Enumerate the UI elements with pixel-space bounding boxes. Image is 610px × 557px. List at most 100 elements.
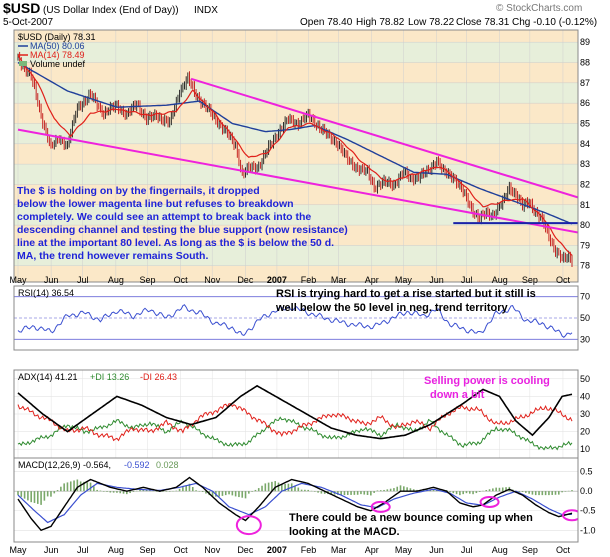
- macd-histogram-bar: [221, 491, 224, 496]
- price-annotation-line-4: descending channel and testing the blue …: [17, 224, 348, 236]
- x-month-label: Aug: [108, 275, 124, 285]
- x-month-label: Jul: [461, 545, 473, 555]
- macd-histogram-bar: [277, 482, 280, 492]
- macd-histogram-bar: [86, 482, 89, 492]
- macd-histogram-bar: [317, 491, 319, 493]
- macd-histogram-bar: [79, 481, 82, 492]
- macd-histogram-bar: [56, 490, 59, 492]
- adx-y-tick-label: 40: [580, 391, 590, 401]
- macd-histogram-bar: [353, 491, 356, 495]
- macd-histogram-bar: [116, 491, 118, 493]
- x-month-label: Jun: [44, 545, 59, 555]
- macd-histogram-bar: [422, 489, 425, 492]
- macd-histogram-bar: [224, 491, 227, 496]
- price-annotation-line-2: below the lower magenta line but refuses…: [17, 198, 294, 210]
- x-month-label: Apr: [365, 545, 379, 555]
- macd-histogram-bar: [27, 491, 29, 501]
- price-y-tick-label: 78: [580, 261, 590, 271]
- price-band: [14, 123, 578, 144]
- macd-histogram-bar: [195, 490, 197, 492]
- macd-histogram-bar: [370, 491, 372, 496]
- macd-histogram-bar: [205, 491, 207, 494]
- macd-histogram-bar: [281, 484, 283, 492]
- macd-histogram-bar: [449, 491, 451, 493]
- price-y-tick-label: 81: [580, 200, 590, 210]
- change-value: Chg -0.10 (-0.12%): [512, 17, 597, 28]
- price-y-tick-label: 84: [580, 139, 590, 149]
- price-frame: [13, 29, 579, 283]
- macd-signal-legend: -0.592: [124, 460, 150, 470]
- macd-histogram-bar: [76, 479, 79, 492]
- macd-histogram-bar: [20, 491, 23, 497]
- x-month-label: Aug: [492, 275, 508, 285]
- x-month-label: Sep: [139, 545, 155, 555]
- high-value: High 78.82: [356, 17, 405, 28]
- macd-histogram-bar: [106, 491, 108, 492]
- macd-histogram-bar: [310, 490, 313, 492]
- macd-histogram-bar: [152, 490, 155, 492]
- macd-histogram-bar: [472, 491, 474, 495]
- ma14-legend: MA(14) 78.49: [30, 50, 85, 60]
- price-legend-title: $USD (Daily) 78.31: [18, 32, 96, 42]
- macd-histogram-bar: [343, 491, 346, 496]
- macd-histogram-bar: [254, 489, 257, 492]
- macd-histogram-bar: [172, 490, 174, 492]
- magenta-upper-trendline: [190, 77, 578, 199]
- x-month-label: May: [9, 545, 27, 555]
- macd-histogram-bar: [465, 491, 468, 494]
- macd-histogram-bar: [432, 489, 435, 492]
- price-legend: $USD (Daily) 78.31 MA(50) 80.06 MA(14) 7…: [18, 32, 96, 69]
- price-annotation: The $ is holding on by the fingernails, …: [17, 185, 348, 262]
- macd-histogram-bar: [50, 491, 52, 497]
- macd-histogram-bar: [297, 487, 300, 492]
- price-y-tick-label: 79: [580, 240, 590, 250]
- x-month-label: Jun: [44, 275, 59, 285]
- macd-histogram-bar: [383, 489, 385, 492]
- x-month-label: Feb: [301, 545, 317, 555]
- x-month-label: Dec: [237, 275, 254, 285]
- macd-highlight-circle: [370, 500, 391, 513]
- macd-histogram-bar: [462, 491, 464, 495]
- price-y-tick-label: 89: [580, 37, 590, 47]
- macd-histogram-bar: [135, 490, 138, 492]
- ma50-legend: MA(50) 80.06: [30, 41, 85, 51]
- macd-histogram-bar: [386, 489, 389, 492]
- x-month-label: May: [9, 275, 27, 285]
- macd-annotation-line-1: There could be a new bounce coming up wh…: [289, 512, 533, 524]
- close-value: Close 78.31: [456, 17, 510, 28]
- macd-histogram-bar: [43, 491, 46, 501]
- macd-histogram-bar: [228, 491, 230, 495]
- macd-histogram-bar: [122, 491, 125, 494]
- macd-histogram-bar: [538, 491, 540, 496]
- adx-y-tick-label: 50: [580, 374, 590, 384]
- macd-histogram-bar: [17, 491, 19, 496]
- rsi-annotation-line-2: well below the 50 level in neg. trend te…: [275, 302, 509, 314]
- macd-highlight-circle: [562, 509, 578, 522]
- macd-histogram-bar: [129, 491, 131, 494]
- x-month-label: 2007: [267, 545, 287, 555]
- x-month-label: Oct: [174, 275, 189, 285]
- macd-histogram-bar: [564, 491, 567, 492]
- x-month-label: Sep: [522, 275, 538, 285]
- adx-panel: 10 20 30 40 50 ADX(14) 41.21 +DI 13.26 -DI 2…: [13, 369, 590, 459]
- price-y-tick-label: 85: [580, 118, 590, 128]
- x-month-label: Sep: [139, 275, 155, 285]
- macd-histogram-bar: [320, 491, 323, 494]
- macd-histogram-bar: [561, 491, 563, 493]
- macd-histogram-bar: [571, 490, 573, 492]
- x-month-label: Dec: [237, 545, 254, 555]
- macd-histogram-bar: [478, 491, 481, 492]
- macd-histogram-bar: [63, 483, 65, 492]
- x-month-label: 2007: [267, 275, 287, 285]
- macd-frame: [13, 457, 579, 543]
- minus-di-legend: -DI 26.43: [140, 372, 177, 382]
- price-y-tick-label: 83: [580, 159, 590, 169]
- plus-di-line: [17, 416, 573, 451]
- macd-y-tick-label: 0.5: [580, 467, 593, 477]
- macd-histogram-bar: [544, 491, 547, 496]
- rsi-panel: 30 50 70 RSI(14) 36.54 RSI is trying hard …: [13, 285, 590, 351]
- macd-annotation-line-2: looking at the MACD.: [289, 526, 400, 538]
- exchange: INDX: [194, 5, 218, 16]
- macd-histogram-bar: [162, 491, 164, 492]
